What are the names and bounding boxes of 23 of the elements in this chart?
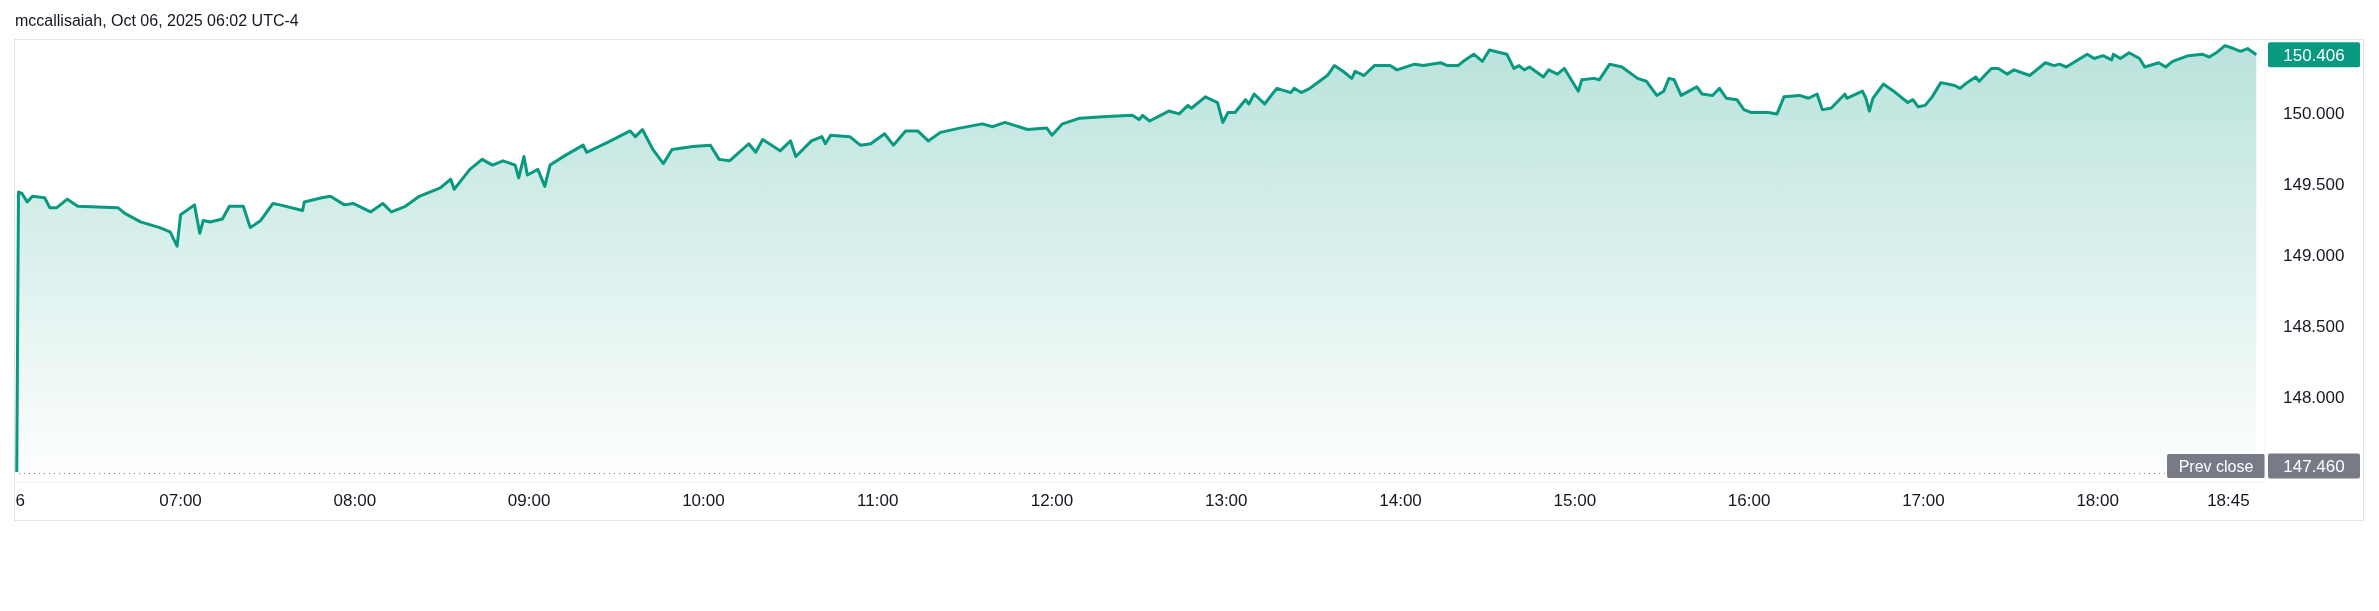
x-tick-label: 18:45 (2207, 491, 2250, 511)
y-tick-label: 149.000 (2283, 245, 2345, 265)
chart-title: mccallisaiah, Oct 06, 2025 06:02 UTC-4 (15, 12, 299, 30)
x-tick-label: 11:00 (857, 491, 899, 511)
data-label: 150.406 (2283, 45, 2345, 65)
x-tick-label: 15:00 (1553, 491, 1597, 511)
ref-line-label: Prev close (2178, 457, 2254, 475)
x-tick-label: 6 (15, 491, 25, 511)
x-tick-label: 07:00 (159, 491, 202, 511)
x-tick-label: 14:00 (1379, 491, 1422, 511)
x-tick-label: 08:00 (333, 491, 377, 511)
x-tick-label: 13:00 (1205, 491, 1248, 511)
y-tick-label: 148.000 (2283, 387, 2345, 407)
x-tick-label: 18:00 (2076, 491, 2119, 511)
x-tick-label: 09:00 (507, 491, 551, 511)
y-tick-label: 149.500 (2283, 174, 2345, 194)
x-tick-label: 12:00 (1030, 491, 1074, 511)
x-tick-label: 17:00 (1902, 491, 1945, 511)
text: 147.460 (2283, 456, 2345, 476)
x-tick-label: 10:00 (682, 491, 725, 511)
y-tick-label: 150.000 (2283, 103, 2345, 123)
x-tick-label: 16:00 (1727, 491, 1771, 511)
y-tick-label: 148.500 (2283, 316, 2345, 336)
